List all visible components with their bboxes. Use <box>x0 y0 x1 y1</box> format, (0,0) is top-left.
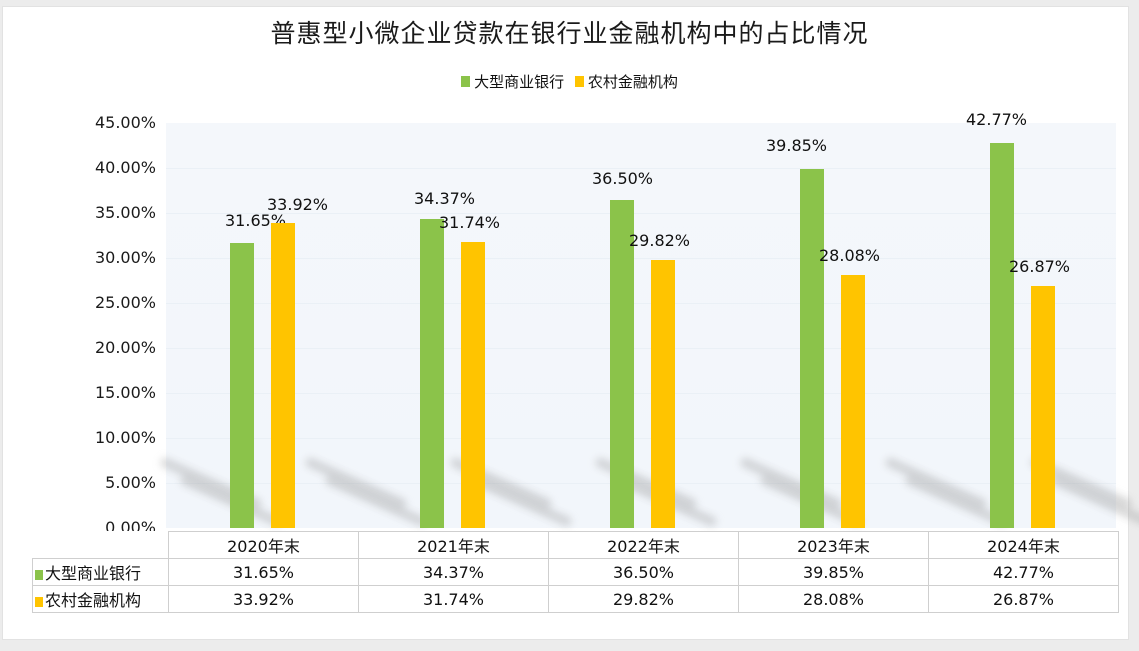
y-tick-label: 45.00% <box>94 113 156 132</box>
table-row: 大型商业银行 31.65% 34.37% 36.50% 39.85% 42.77… <box>32 558 1119 586</box>
gridline <box>166 213 1116 214</box>
bar-large-banks <box>420 218 444 528</box>
data-label: 34.37% <box>414 188 476 208</box>
plot-area: 31.65% 34.37% 36.50% 39.85% 42.77% 33.92% 31.7… <box>158 110 1139 528</box>
legend-swatch-yellow <box>574 76 584 87</box>
gridline <box>166 303 1116 304</box>
legend-swatch-green <box>461 76 471 87</box>
legend-label: 大型商业银行 <box>474 73 565 91</box>
bar-large-banks <box>990 143 1014 528</box>
row-swatch-yellow <box>35 597 43 607</box>
y-tick-label: 40.00% <box>94 158 156 177</box>
y-tick-label: 20.00% <box>94 338 156 357</box>
data-label: 42.77% <box>966 110 1028 130</box>
y-tick-label: 15.00% <box>94 383 156 402</box>
table-row: 农村金融机构 33.92% 31.74% 29.82% 28.08% 26.87… <box>32 585 1119 613</box>
table-header-cell: 2022年末 <box>548 531 739 559</box>
data-label: 28.08% <box>819 246 881 266</box>
bar-large-banks <box>230 243 254 528</box>
table-cell: 36.50% <box>548 558 739 586</box>
data-label: 29.82% <box>629 230 691 250</box>
data-label: 31.65% <box>225 211 287 231</box>
table-cell: 33.92% <box>168 585 359 613</box>
chart-legend: 大型商业银行 农村金融机构 <box>0 71 1139 92</box>
table-cell: 34.37% <box>358 558 549 586</box>
bar-large-banks <box>610 199 634 528</box>
table-cell: 39.85% <box>738 558 929 586</box>
table-cell: 31.74% <box>358 585 549 613</box>
table-cell: 42.77% <box>928 558 1119 586</box>
table-header-row: 2020年末 2021年末 2022年末 2023年末 2024年末 <box>32 531 1119 559</box>
bar-rural-institutions <box>841 275 865 528</box>
data-table: 2020年末 2021年末 2022年末 2023年末 2024年末 大型商业银… <box>32 531 1119 613</box>
table-header-cell: 2020年末 <box>168 531 359 559</box>
data-label: 39.85% <box>766 136 828 156</box>
table-cell: 26.87% <box>928 585 1119 613</box>
y-tick-label: 5.00% <box>105 473 156 492</box>
table-header-cell: 2021年末 <box>358 531 549 559</box>
data-label: 36.50% <box>592 168 654 188</box>
bar-rural-institutions <box>461 242 485 528</box>
table-header-cell: 2024年末 <box>928 531 1119 559</box>
gridline <box>166 393 1116 394</box>
legend-item-rural-institutions: 农村金融机构 <box>574 71 678 92</box>
bar-rural-institutions <box>1031 286 1055 528</box>
table-header-cell: 2023年末 <box>738 531 929 559</box>
legend-label: 农村金融机构 <box>587 73 678 91</box>
row-swatch-green <box>35 570 43 580</box>
gridline <box>166 438 1116 439</box>
data-label: 31.74% <box>439 213 501 233</box>
table-row-label: 大型商业银行 <box>32 558 169 586</box>
gridline <box>166 483 1116 484</box>
data-label: 33.92% <box>267 194 329 214</box>
gridline <box>166 348 1116 349</box>
y-tick-label: 10.00% <box>94 428 156 447</box>
y-tick-label: 25.00% <box>94 293 156 312</box>
bar-rural-institutions <box>651 259 675 528</box>
chart-title: 普惠型小微企业贷款在银行业金融机构中的占比情况 <box>270 19 869 48</box>
table-row-label: 农村金融机构 <box>32 585 169 613</box>
y-tick-label: 30.00% <box>94 248 156 267</box>
gridline <box>166 258 1116 259</box>
legend-item-large-banks: 大型商业银行 <box>461 71 564 92</box>
y-tick-label: 35.00% <box>94 203 156 222</box>
table-cell: 29.82% <box>548 585 739 613</box>
table-cell: 31.65% <box>168 558 359 586</box>
gridline <box>166 168 1116 169</box>
data-label: 26.87% <box>1009 257 1071 277</box>
table-cell: 28.08% <box>738 585 929 613</box>
bar-large-banks <box>800 169 824 528</box>
bar-rural-institutions <box>271 222 295 528</box>
